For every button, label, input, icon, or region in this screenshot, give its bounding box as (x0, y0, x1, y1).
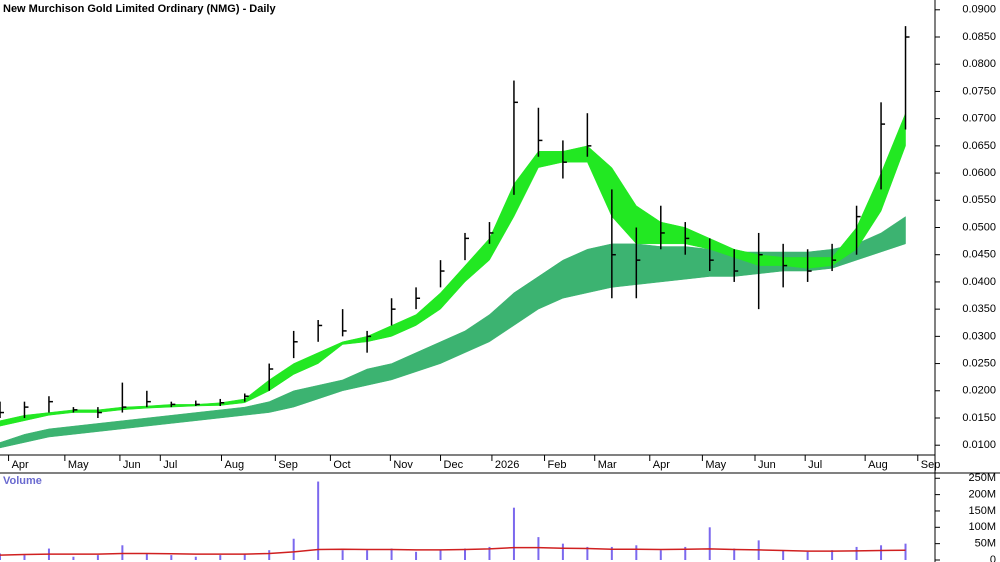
y-tick-label: 0.0350 (962, 303, 996, 315)
x-tick-label: Sep (921, 459, 941, 471)
x-tick-label: Jun (123, 459, 141, 471)
x-tick-label: Apr (653, 459, 670, 471)
volume-bar (880, 545, 883, 560)
x-tick-label: May (68, 459, 89, 471)
volume-bar (121, 545, 124, 560)
volume-bar (708, 527, 711, 560)
volume-bar (855, 546, 858, 560)
chart-title: New Murchison Gold Limited Ordinary (NMG… (3, 3, 276, 15)
x-tick-label: Dec (444, 459, 464, 471)
volume-bar (464, 548, 466, 560)
y-tick-label: 150M (968, 505, 996, 517)
volume-bar (537, 537, 540, 560)
volume-bar (194, 556, 197, 560)
y-tick-label: 0.0150 (962, 412, 996, 424)
volume-bar (586, 546, 589, 560)
y-tick-label: 50M (975, 538, 996, 550)
volume-bar (439, 550, 442, 560)
x-tick-label: 2026 (495, 459, 519, 471)
volume-bar (635, 545, 638, 560)
volume-bar (366, 550, 369, 560)
x-tick-label: Jul (163, 459, 177, 471)
x-tick-label: Jun (758, 459, 776, 471)
volume-bar (488, 546, 491, 560)
y-tick-label: 0 (990, 554, 996, 562)
volume-bar (512, 507, 515, 560)
volume-bar (561, 543, 564, 560)
volume-bar (268, 550, 271, 560)
x-tick-label: May (705, 459, 726, 471)
moving-average-band (0, 216, 906, 449)
moving-average-band (0, 113, 906, 427)
x-tick-label: Apr (12, 459, 29, 471)
volume-bar (243, 553, 246, 560)
volume-bar (72, 556, 75, 560)
y-tick-label: 0.0200 (962, 385, 996, 397)
y-tick-label: 0.0750 (962, 85, 996, 97)
y-tick-label: 0.0550 (962, 194, 996, 206)
volume-bar (415, 551, 418, 560)
volume-bar (317, 481, 320, 560)
x-tick-label: Aug (868, 459, 888, 471)
x-tick-label: Feb (548, 459, 567, 471)
volume-bar (0, 553, 1, 560)
volume-bar (292, 538, 295, 560)
volume-bar (23, 555, 26, 560)
y-tick-label: 100M (968, 521, 996, 533)
x-tick-label: Oct (333, 459, 350, 471)
y-tick-label: 0.0850 (962, 31, 996, 43)
y-tick-label: 250M (968, 472, 996, 484)
y-tick-label: 0.0300 (962, 330, 996, 342)
y-tick-label: 0.0500 (962, 221, 996, 233)
volume-bar (341, 550, 344, 560)
x-tick-label: Sep (278, 459, 298, 471)
volume-average-line (0, 546, 906, 556)
y-tick-label: 0.0700 (962, 113, 996, 125)
x-tick-label: Jul (808, 459, 822, 471)
y-tick-label: 0.0100 (962, 439, 996, 451)
volume-bar (782, 550, 785, 560)
volume-bar (684, 546, 687, 560)
volume-bar (170, 555, 173, 560)
x-tick-label: Nov (393, 459, 413, 471)
volume-bar (733, 548, 736, 560)
volume-title: Volume (3, 475, 42, 487)
y-tick-label: 0.0900 (962, 4, 996, 16)
y-tick-label: 0.0600 (962, 167, 996, 179)
volume-bar (904, 543, 907, 560)
x-tick-label: Aug (224, 459, 244, 471)
volume-bar (96, 555, 99, 560)
volume-bar (219, 555, 222, 560)
y-tick-label: 0.0800 (962, 58, 996, 70)
x-tick-label: Mar (598, 459, 617, 471)
y-tick-label: 0.0650 (962, 140, 996, 152)
volume-bar (659, 550, 662, 560)
y-tick-label: 0.0250 (962, 357, 996, 369)
y-tick-label: 200M (968, 489, 996, 501)
volume-bar (806, 551, 809, 560)
volume-bar (831, 550, 834, 560)
y-tick-label: 0.0450 (962, 249, 996, 261)
volume-bar (390, 548, 393, 560)
y-tick-label: 0.0400 (962, 276, 996, 288)
volume-bar (145, 553, 148, 560)
volume-bar (610, 546, 613, 560)
